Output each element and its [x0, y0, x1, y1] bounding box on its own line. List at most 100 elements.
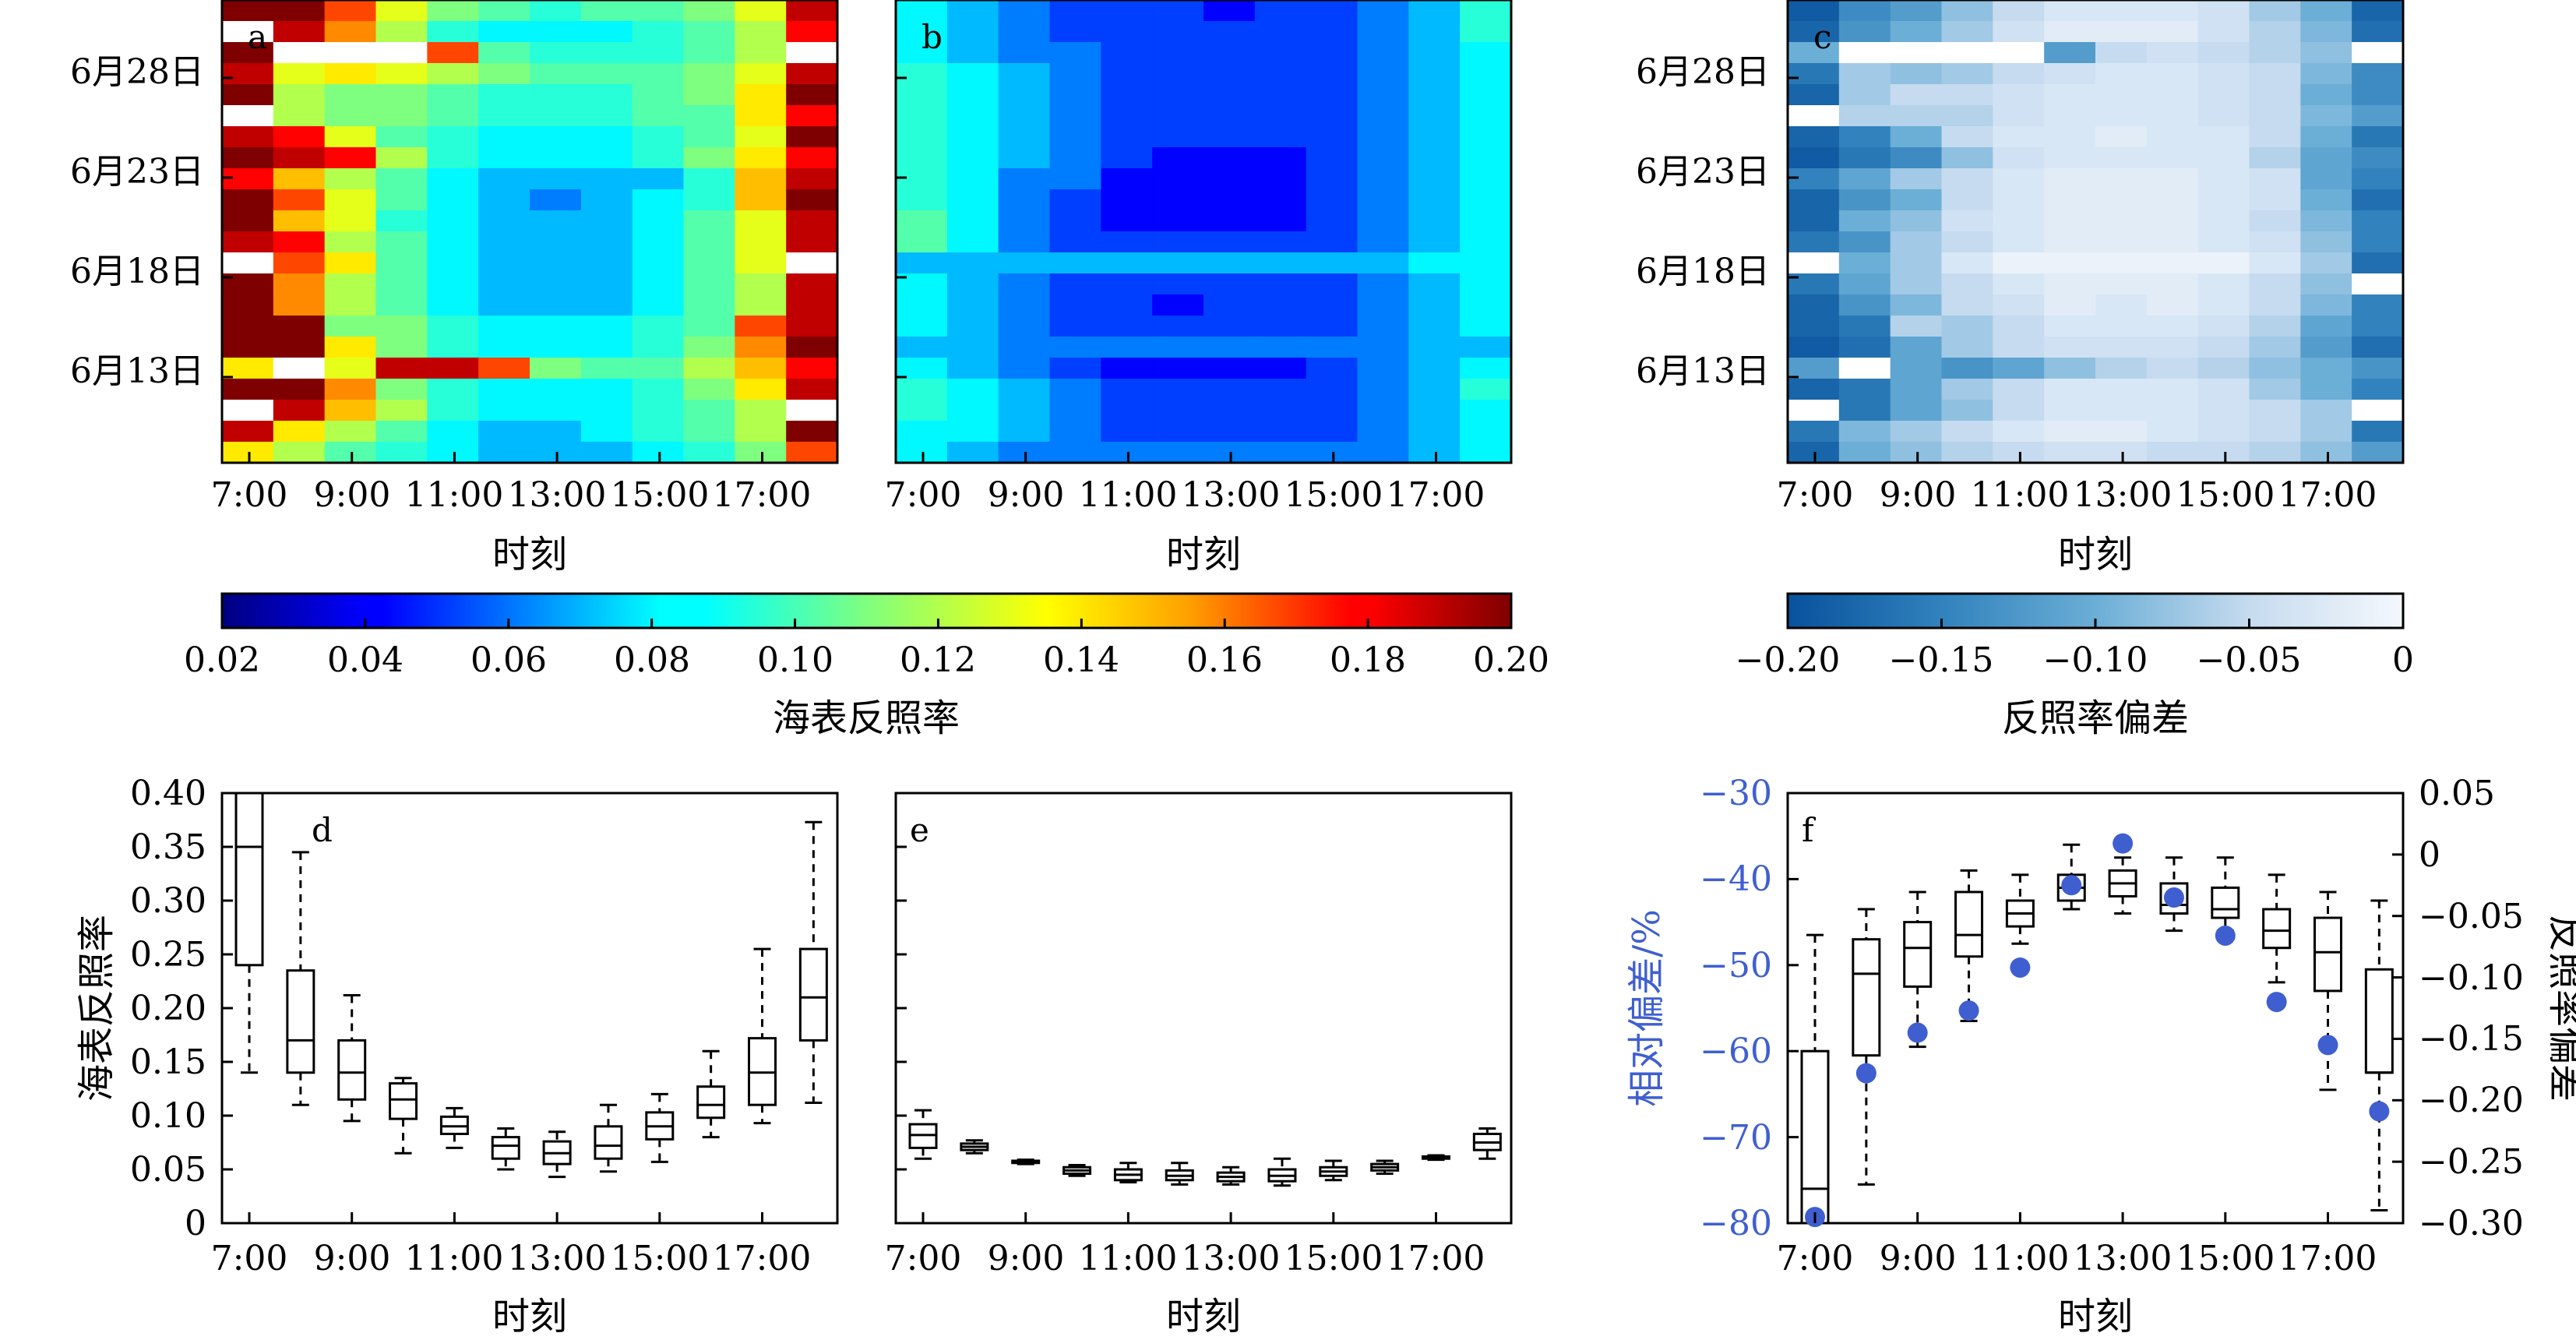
heatmap-cell — [1101, 168, 1153, 190]
heatmap-cell — [1408, 358, 1461, 379]
bias-point — [1907, 1022, 1928, 1043]
heatmap-cell — [2095, 294, 2148, 316]
heatmap-cell — [1408, 252, 1461, 274]
heatmap-cell — [324, 84, 377, 106]
heatmap-cell — [2095, 231, 2148, 253]
heatmap-cell — [580, 316, 633, 337]
heatmap-cell — [2044, 273, 2096, 295]
heatmap-cell — [735, 147, 787, 169]
heatmap-cell — [478, 42, 530, 64]
colorbar-tick: 0.14 — [1043, 640, 1119, 680]
heatmap-cell — [1357, 252, 1409, 274]
box — [389, 1082, 418, 1120]
heatmap-cell — [1357, 126, 1409, 148]
heatmap-cell — [1941, 273, 1993, 295]
heatmap-cell — [1357, 294, 1409, 316]
heatmap-cell — [1838, 316, 1891, 337]
heatmap-cell — [324, 252, 377, 274]
heatmap-cell — [632, 442, 685, 464]
heatmap-cell — [1306, 0, 1358, 22]
xtick-labels-d: 7:00 9:00 11:00 13:00 15:00 17:00 时刻 — [211, 1239, 812, 1338]
colorbar-tick: −0.05 — [2197, 640, 2302, 680]
heatmap-cell — [2146, 126, 2199, 148]
heatmap-cell — [683, 42, 735, 64]
heatmap-cell — [1203, 400, 1256, 421]
heatmap-cell — [1203, 21, 1256, 43]
heatmap-cell — [324, 0, 377, 22]
heatmap-cell — [1408, 442, 1461, 464]
y-tick: −30 — [1700, 774, 1772, 813]
heatmap-cell — [273, 421, 326, 443]
box — [594, 1125, 623, 1160]
heatmap-cell — [427, 379, 479, 400]
heatmap-cell — [1408, 273, 1461, 295]
heatmap-cell — [2044, 84, 2096, 106]
heatmap-cell — [1203, 189, 1256, 211]
heatmap-cell — [735, 379, 787, 400]
heatmap-cell — [2044, 358, 2096, 379]
heatmap-cell — [2095, 358, 2148, 379]
x-tick: 13:00 — [1182, 475, 1281, 515]
heatmap-cell — [530, 273, 582, 295]
heatmap-cell — [1941, 0, 1993, 22]
heatmap-cell — [530, 189, 582, 211]
heatmap-cell — [946, 252, 999, 274]
heatmap-cell — [1408, 42, 1461, 64]
heatmap-cell — [1152, 42, 1204, 64]
heatmap-cell — [2197, 337, 2250, 358]
heatmap-cell — [683, 63, 735, 85]
panel-label-d: d — [312, 811, 333, 849]
heatmap-cell — [580, 42, 633, 64]
heatmap-cell — [2352, 252, 2404, 274]
heatmap-cell — [324, 400, 377, 421]
heatmap-cell — [683, 126, 735, 148]
heatmap-cell — [1306, 252, 1358, 274]
heatmap-cell — [1203, 63, 1256, 85]
heatmap-cell — [427, 358, 479, 379]
box — [2262, 908, 2292, 950]
heatmap-cell — [896, 105, 948, 127]
heatmap-cell — [998, 252, 1051, 274]
heatmap-cell — [896, 294, 948, 316]
heatmap-cell — [946, 421, 999, 443]
heatmap-cell — [1049, 105, 1101, 127]
heatmap-cell — [222, 210, 274, 232]
heatmap-cell — [946, 189, 999, 211]
heatmap-cell — [427, 168, 479, 190]
heatmap-cell — [1357, 316, 1409, 337]
heatmap-cell — [1941, 210, 1993, 232]
heatmap-cell — [896, 400, 948, 421]
date-tick: 6月23日 — [1636, 152, 1770, 192]
heatmap-cell — [1788, 63, 1840, 85]
panel-label-a: a — [248, 18, 267, 56]
heatmap-cell — [2044, 421, 2096, 443]
heatmap-cell — [1890, 400, 1943, 421]
heatmap-a-frame — [220, 0, 839, 464]
heatmap-cell — [1101, 21, 1153, 43]
y-tick-right: −0.10 — [2419, 958, 2524, 998]
heatmap-cell — [2095, 126, 2148, 148]
x-axis-label-d: 时刻 — [492, 1295, 567, 1338]
heatmap-cell — [683, 252, 735, 274]
y-tick: 0.25 — [130, 935, 206, 975]
box — [1852, 938, 1881, 1057]
heatmap-cell — [1838, 126, 1891, 148]
xtick-labels-e: 7:00 9:00 11:00 13:00 15:00 17:00 时刻 — [885, 1239, 1485, 1338]
heatmap-cell — [1460, 42, 1512, 64]
heatmap-cell — [1460, 210, 1512, 232]
boxplot-f-frame — [1786, 792, 2405, 1225]
heatmap-cell — [1408, 316, 1461, 337]
heatmap-cell — [1788, 147, 1840, 169]
heatmap-cell — [2044, 147, 2096, 169]
heatmap-cell — [1306, 358, 1358, 379]
heatmap-panel-c: c — [1786, 0, 2405, 464]
heatmap-cell — [1254, 126, 1307, 148]
heatmap-cell — [478, 21, 530, 43]
heatmap-cell — [2352, 210, 2404, 232]
heatmap-cell — [1993, 0, 2045, 22]
heatmap-cell — [1890, 442, 1943, 464]
heatmap-cell — [896, 252, 948, 274]
heatmap-cell — [580, 379, 633, 400]
heatmap-cell — [786, 442, 838, 464]
y-tick: 0.35 — [130, 827, 206, 867]
